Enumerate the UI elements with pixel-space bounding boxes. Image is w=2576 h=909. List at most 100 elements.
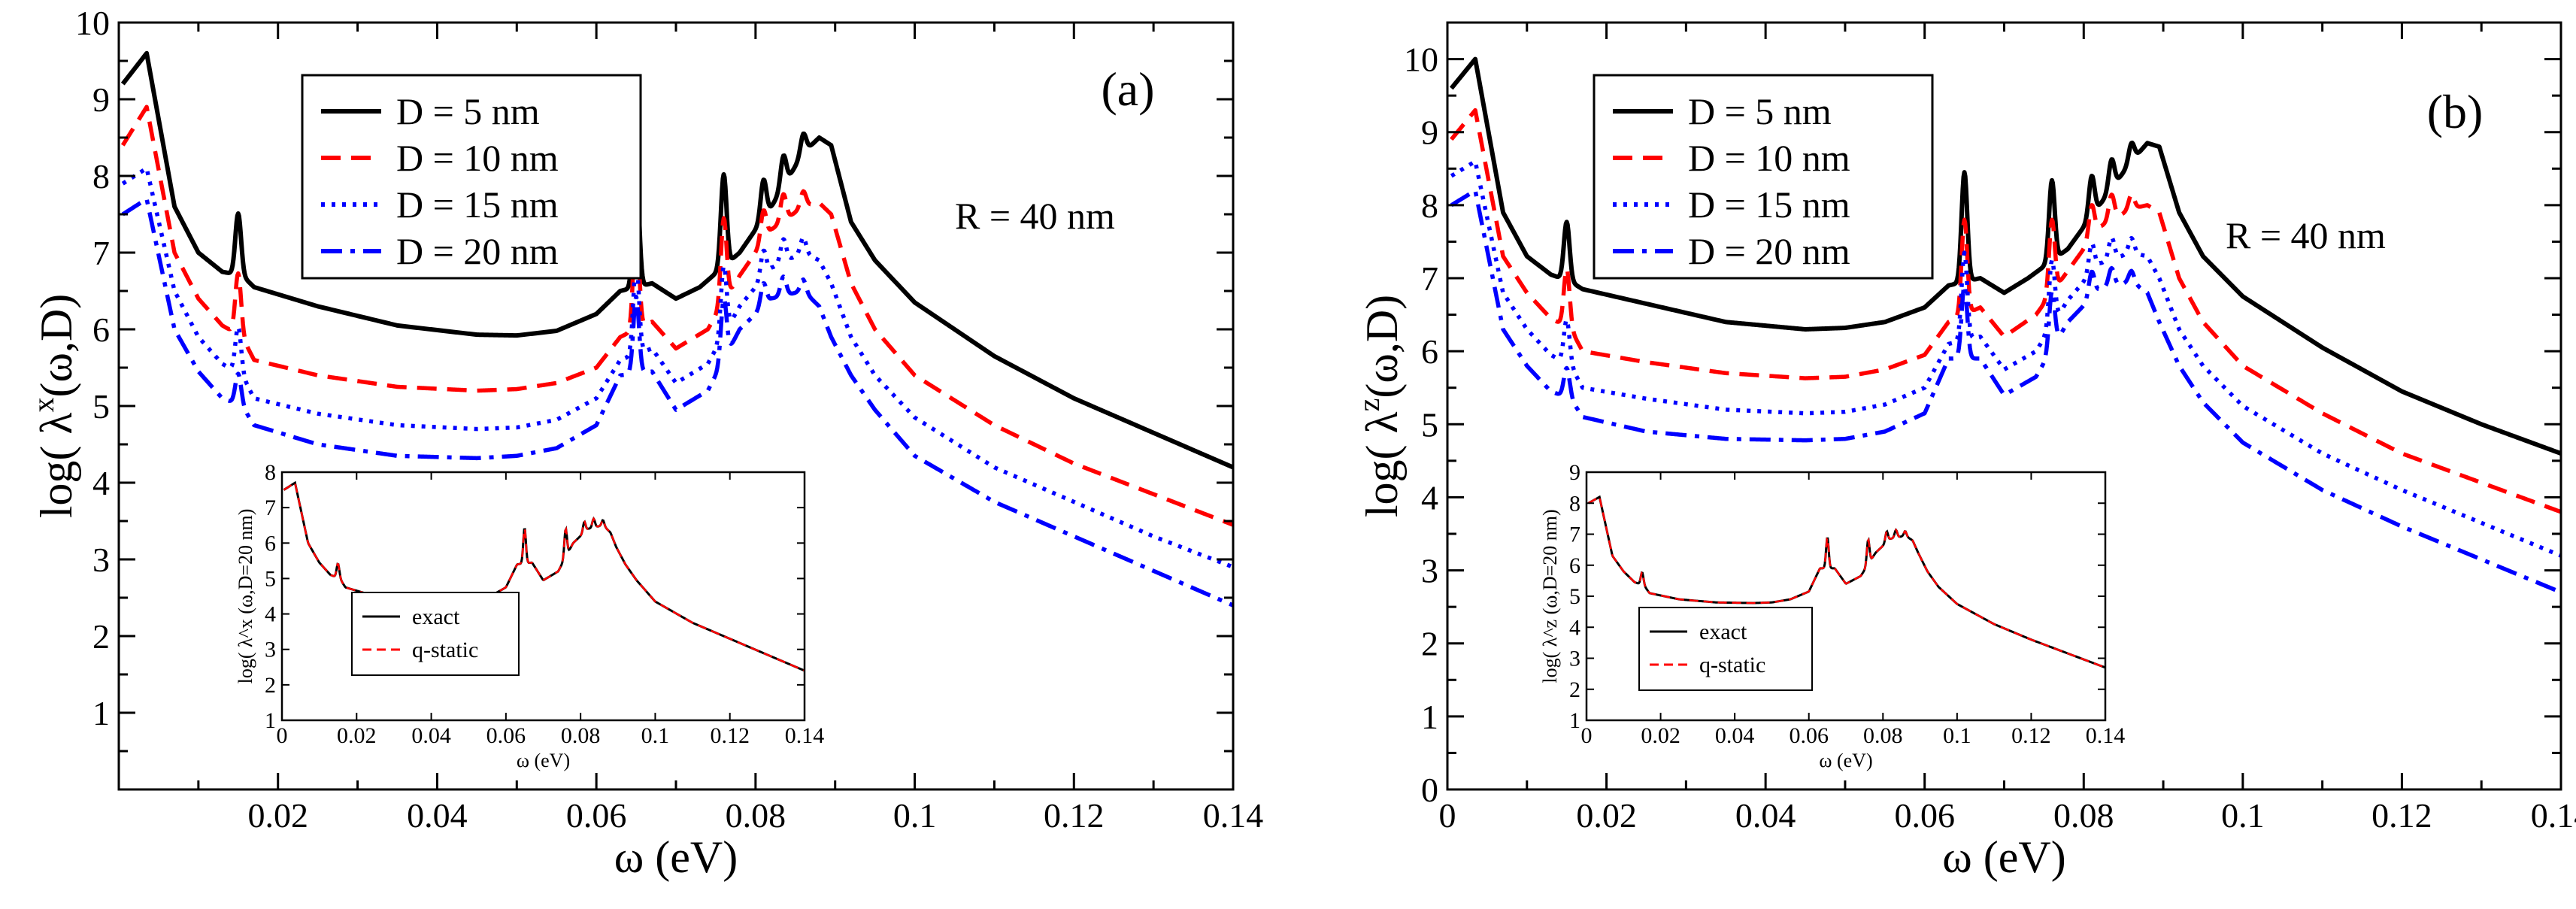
inset-chart: 0 0.02 0.04 0.06 0.08 0.1 0.12 0.14 1 2 3 4 5 6 7 8 9 ω (…: [1539, 460, 2125, 771]
legend-label: D = 10 nm: [396, 137, 559, 179]
legend-label: D = 15 nm: [396, 183, 559, 226]
series-line-4: [1450, 188, 2561, 595]
x-tick-label: 0.02: [1576, 796, 1637, 835]
inset-legend-label: exact: [412, 604, 460, 629]
y-tick-label: 9: [92, 80, 110, 119]
y-axis-title-superscript: z: [1352, 398, 1386, 412]
panel-label: (a): [1101, 62, 1154, 116]
inset-y-axis-title: log( λ^z (ω,D=20 nm): [1539, 509, 1561, 683]
inset-y-tick-label: 6: [1569, 553, 1580, 578]
y-tick-label: 2: [92, 617, 110, 656]
y-tick-label: 10: [75, 4, 110, 42]
inset-chart: 0 0.02 0.04 0.06 0.08 0.1 0.12 0.14 1 2 3 4 5 6 7 8 ω (e…: [235, 460, 824, 771]
inset-x-tick-label: 0: [277, 723, 288, 748]
y-axis-title-superscript: x: [26, 398, 60, 413]
inset-y-axis-title: log( λ^x (ω,D=20 nm): [235, 509, 256, 684]
inset-y-tick-label: 7: [1569, 523, 1580, 547]
inset-y-tick-label: 3: [265, 638, 276, 662]
x-tick-label: 0.04: [1735, 796, 1796, 835]
x-tick-label: 0.04: [407, 796, 468, 835]
y-tick-label: 5: [1421, 405, 1438, 444]
inset-x-tick-label: 0.14: [2086, 723, 2126, 748]
inset-y-tick-label: 3: [1569, 647, 1580, 671]
inset-y-tick-label: 7: [265, 495, 276, 520]
series-group: [120, 50, 1233, 608]
y-tick-label: 1: [92, 694, 110, 732]
chart-panel-a: 0.02 0.04 0.06 0.08 0.1 0.12 0.1412345678910ω …: [26, 4, 1263, 882]
inset-legend-label: q-static: [412, 638, 478, 662]
inset-legend-box: [351, 592, 520, 676]
legend-label: D = 5 nm: [1688, 90, 1832, 132]
x-tick-label: 0.02: [247, 796, 308, 835]
inset-x-tick-label: 0.02: [337, 723, 377, 748]
inset-x-tick-label: 0.02: [1641, 723, 1680, 748]
inset-x-tick-label: 0.12: [710, 723, 750, 748]
y-tick-label: 8: [1421, 186, 1438, 225]
inset-legend-label: q-static: [1699, 653, 1765, 677]
y-tick-label: 2: [1421, 625, 1438, 663]
inset-y-tick-label: 4: [265, 602, 276, 627]
inset-y-tick-label: 1: [265, 708, 276, 733]
y-tick-label: 1: [1421, 698, 1438, 736]
inset-x-tick-label: 0: [1581, 723, 1593, 748]
inset-y-tick-label: 1: [1569, 708, 1580, 733]
inset-series-line-2: [283, 481, 805, 671]
y-tick-label: 6: [92, 311, 110, 349]
inset-y-tick-label: 8: [1569, 491, 1580, 516]
x-tick-label: 0.1: [2221, 796, 2265, 835]
y-tick-label: 7: [92, 234, 110, 272]
y-axis-title: log( λx(ω,D): [26, 294, 81, 519]
x-tick-label: 0.12: [2371, 796, 2432, 835]
inset-y-tick-label: 8: [265, 460, 276, 485]
inset-y-tick-label: 9: [1569, 460, 1580, 485]
legend-label: D = 20 nm: [396, 230, 559, 272]
y-axis-title-part: log( λ: [1357, 411, 1407, 517]
y-axis-title-part: (ω,D): [1357, 295, 1407, 398]
inset-series-group: [1587, 495, 2105, 669]
y-tick-label: 4: [92, 464, 110, 502]
y-tick-label: 8: [92, 157, 110, 195]
y-axis-title: log( λz(ω,D): [1352, 295, 1407, 517]
y-tick-label: 9: [1421, 114, 1438, 152]
chart-panel-b: 00.020.040.060.080.10.120.14012345678910…: [1352, 21, 2576, 882]
x-tick-label: 0.06: [566, 796, 627, 835]
inset-x-tick-label: 0.04: [411, 723, 451, 748]
x-tick-label: 0.06: [1894, 796, 1955, 835]
legend-label: D = 15 nm: [1688, 183, 1850, 226]
x-axis-title: ω (eV): [614, 832, 738, 882]
y-axis-title-part: log( λ: [32, 413, 81, 519]
inset-x-tick-label: 0.06: [486, 723, 526, 748]
y-tick-label: 0: [1421, 771, 1438, 809]
x-tick-label: 0.1: [893, 796, 937, 835]
inset-legend-box: [1638, 607, 1813, 691]
inset-x-tick-label: 0.14: [785, 723, 825, 748]
y-tick-label: 4: [1421, 478, 1438, 517]
inset-x-axis-title: ω (eV): [517, 750, 570, 771]
x-tick-label: 0.08: [2053, 796, 2114, 835]
legend-label: D = 10 nm: [1688, 137, 1850, 179]
inset-x-tick-label: 0.08: [561, 723, 601, 748]
inset-x-tick-label: 0.1: [1943, 723, 1971, 748]
inset-y-tick-label: 2: [265, 673, 276, 698]
series-line-2: [120, 105, 1233, 527]
x-tick-label: 0.08: [726, 796, 786, 835]
inset-x-tick-label: 0.08: [1863, 723, 1903, 748]
y-tick-label: 10: [1404, 41, 1438, 79]
x-tick-label: 0: [1439, 796, 1456, 835]
legend-label: D = 5 nm: [396, 90, 540, 132]
inset-y-tick-label: 6: [265, 531, 276, 556]
radius-annotation: R = 40 nm: [2226, 214, 2386, 256]
series-line-1: [120, 50, 1233, 470]
y-tick-label: 5: [92, 387, 110, 426]
series-line-4: [121, 196, 1233, 608]
x-axis-title: ω (eV): [1942, 832, 2065, 882]
panel-label: (b): [2427, 85, 2484, 138]
y-tick-label: 6: [1421, 332, 1438, 371]
inset-series-line-2: [1587, 495, 2105, 668]
y-tick-label: 3: [1421, 552, 1438, 590]
inset-legend-label: exact: [1699, 620, 1747, 644]
inset-x-tick-label: 0.06: [1789, 723, 1829, 748]
x-tick-label: 0.14: [2531, 796, 2576, 835]
y-tick-label: 3: [92, 541, 110, 579]
